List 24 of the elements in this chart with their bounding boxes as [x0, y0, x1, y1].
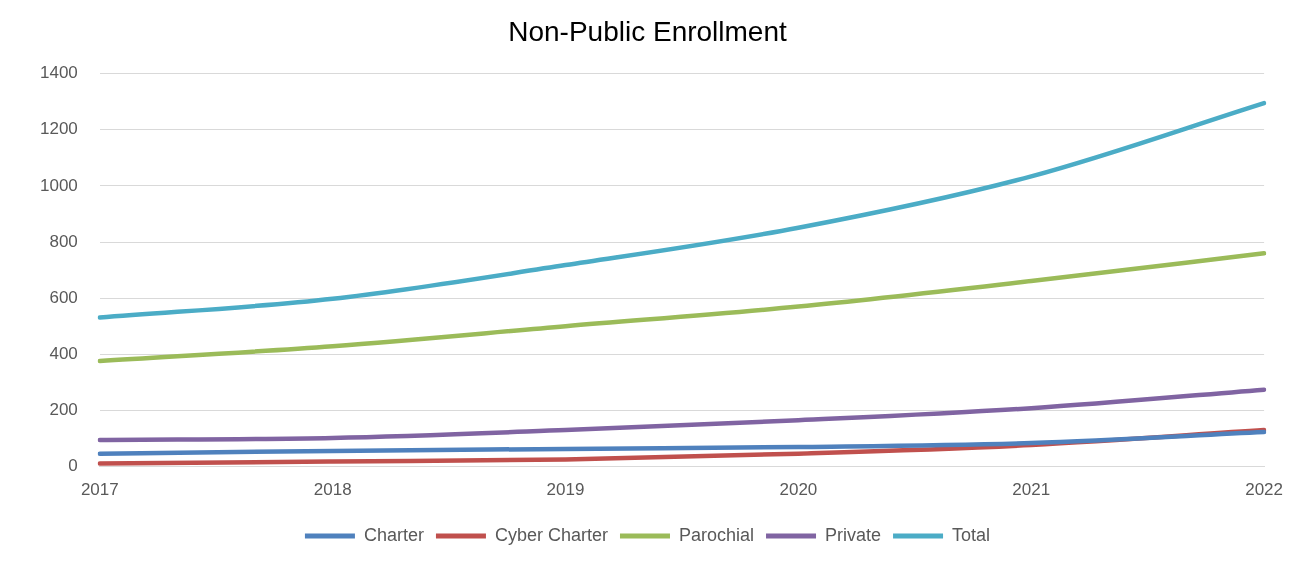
- y-tick-label: 1000: [39, 175, 78, 195]
- x-tick-label: 2018: [313, 480, 352, 500]
- y-tick-label: 1400: [39, 63, 78, 83]
- y-tick-label: 0: [68, 456, 78, 476]
- legend-label: Charter: [363, 524, 424, 545]
- line-series: [97, 387, 1267, 443]
- y-tick-label: 1200: [39, 119, 78, 139]
- y-tick-label: 400: [49, 344, 78, 363]
- line-series: [97, 429, 1267, 456]
- x-tick-label: 2019: [546, 480, 585, 500]
- legend-label: Cyber Charter: [494, 524, 608, 545]
- x-tick-label: 2022: [1245, 480, 1283, 500]
- chart-title: Non-Public Enrollment: [508, 15, 787, 47]
- x-tick-label: 2017: [80, 480, 119, 500]
- x-tick-label: 2021: [1012, 480, 1051, 500]
- line-series: [97, 100, 1267, 320]
- legend-label: Total: [952, 524, 991, 545]
- line-series: [97, 251, 1267, 364]
- x-tick-label: 2020: [779, 480, 818, 500]
- legend-label: Parochial: [678, 524, 755, 545]
- y-tick-label: 600: [49, 287, 78, 307]
- y-tick-label: 200: [49, 400, 78, 420]
- legend-label: Private: [825, 524, 882, 545]
- y-tick-label: 800: [49, 231, 78, 251]
